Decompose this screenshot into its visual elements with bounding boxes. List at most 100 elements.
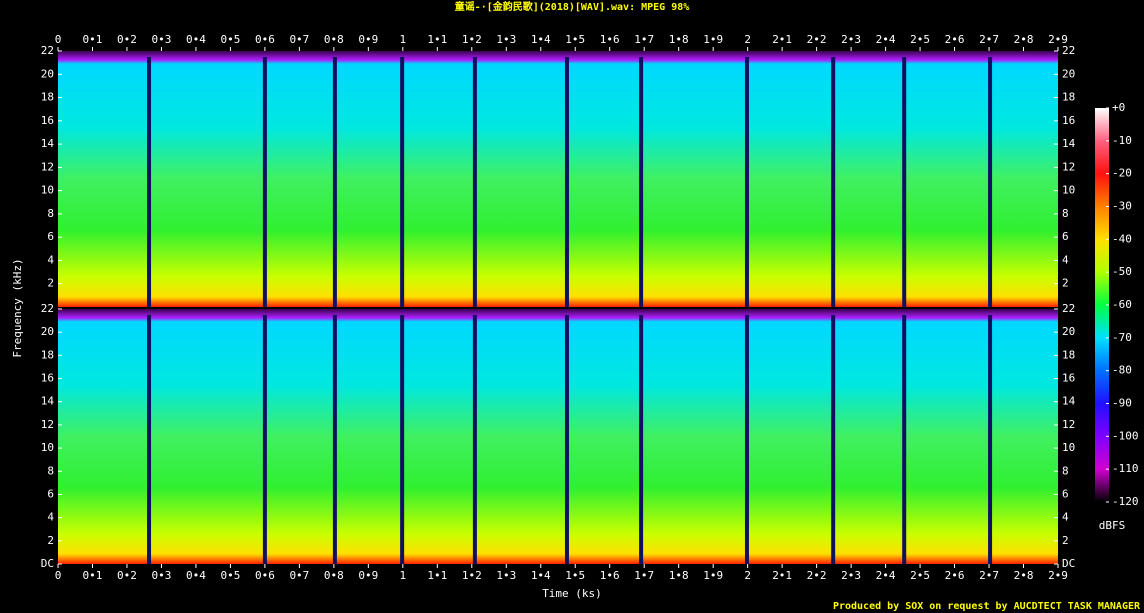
- x-tick-label: 1•1: [427, 569, 447, 582]
- colorbar-label: dBFS: [1099, 519, 1126, 532]
- y-tick-label: 22: [41, 44, 54, 57]
- y-tick-label: 4: [1062, 511, 1069, 524]
- colorbar-tick-label: -60: [1112, 298, 1132, 311]
- x-tick-label: 1•8: [669, 33, 689, 46]
- colorbar-tick-label: -30: [1112, 200, 1132, 213]
- x-tick-label: 0: [55, 33, 62, 46]
- y-tick-label: 18: [41, 91, 54, 104]
- y-tick-label: 22: [1062, 44, 1075, 57]
- x-tick-label: 1•6: [600, 33, 620, 46]
- y-axis-label: Frequency (kHz): [11, 258, 24, 357]
- x-tick-label: 0•6: [255, 33, 275, 46]
- x-tick-label: 1•3: [496, 569, 516, 582]
- y-tick-label: 16: [41, 114, 54, 127]
- colorbar-tick-label: -90: [1112, 397, 1132, 410]
- x-tick-label: 2•9: [1048, 569, 1068, 582]
- x-tick-label: 0: [55, 569, 62, 582]
- x-tick-label: 0•5: [220, 33, 240, 46]
- track-gap: [639, 57, 644, 307]
- x-tick-label: 2•3: [841, 569, 861, 582]
- x-tick-label: 0•4: [186, 569, 206, 582]
- y-tick-label: 2: [1062, 277, 1069, 290]
- colorbar-tick-label: -80: [1112, 364, 1132, 377]
- footer: Produced by SOX on request by AUCDTECT T…: [833, 601, 1141, 612]
- y-tick-label: 14: [1062, 137, 1076, 150]
- x-tick-label: 1•1: [427, 33, 447, 46]
- x-tick-label: 1•2: [462, 569, 482, 582]
- track-gap: [564, 57, 569, 307]
- x-tick-label: 2: [744, 569, 751, 582]
- y-tick-label: 6: [47, 230, 54, 243]
- track-gap: [564, 315, 569, 564]
- x-tick-label: 0•5: [220, 569, 240, 582]
- colorbar-tick-label: -20: [1112, 167, 1132, 180]
- track-gap: [902, 57, 907, 307]
- y-tick-label: 12: [41, 160, 54, 173]
- y-tick-label: 2: [47, 534, 54, 547]
- y-tick-label: 6: [47, 487, 54, 500]
- track-gap: [639, 315, 644, 564]
- y-tick-label: 14: [1062, 395, 1076, 408]
- chart-title: 童谣-·[金韵民歌](2018)[WAV].wav: MPEG 98%: [455, 0, 690, 13]
- x-tick-label: 0•8: [324, 569, 344, 582]
- colorbar-tick-label: -40: [1112, 232, 1132, 245]
- y-tick-label: 12: [1062, 418, 1075, 431]
- x-tick-label: 1•5: [565, 569, 585, 582]
- track-gap: [262, 57, 267, 307]
- y-tick-label: 10: [41, 184, 54, 197]
- x-tick-label: 0•2: [117, 33, 137, 46]
- track-gap: [147, 57, 152, 307]
- colorbar-tick-label: -70: [1112, 331, 1132, 344]
- y-tick-label: 8: [47, 207, 54, 220]
- y-tick-label: 18: [41, 348, 54, 361]
- track-gap: [744, 57, 749, 307]
- x-tick-label: 1•9: [703, 33, 723, 46]
- x-tick-label: 1•9: [703, 569, 723, 582]
- x-tick-label: 2•4: [876, 569, 896, 582]
- x-tick-label: 1•4: [531, 33, 551, 46]
- y-tick-label: 8: [1062, 207, 1069, 220]
- y-tick-label: 6: [1062, 487, 1069, 500]
- x-tick-label: 1•7: [634, 33, 654, 46]
- y-tick-label: 14: [41, 395, 55, 408]
- y-tick-label: 16: [1062, 372, 1075, 385]
- x-tick-label: 0•7: [289, 33, 309, 46]
- colorbar-tick-label: -50: [1112, 265, 1132, 278]
- y-tick-label: 16: [1062, 114, 1075, 127]
- y-tick-label: 10: [1062, 441, 1075, 454]
- y-tick-label: 18: [1062, 91, 1075, 104]
- x-tick-label: 2•4: [876, 33, 896, 46]
- y-tick-label: 12: [41, 418, 54, 431]
- x-tick-label: 1•2: [462, 33, 482, 46]
- y-tick-label: 4: [47, 511, 54, 524]
- track-gap: [332, 315, 337, 564]
- x-tick-label: 0•3: [152, 33, 172, 46]
- colorbar-tick-label: -100: [1112, 429, 1139, 442]
- x-tick-label: 2•6: [945, 33, 965, 46]
- y-tick-label: 6: [1062, 230, 1069, 243]
- x-tick-label: 2•8: [1014, 33, 1034, 46]
- x-tick-label: 2•7: [979, 569, 999, 582]
- x-tick-label: 2•5: [910, 33, 930, 46]
- x-tick-label: 0•4: [186, 33, 206, 46]
- track-gap: [831, 315, 836, 564]
- y-tick-label: 8: [1062, 464, 1069, 477]
- y-tick-label: 2: [1062, 534, 1069, 547]
- x-tick-label: 2•1: [772, 33, 792, 46]
- track-gap: [902, 315, 907, 564]
- track-gap: [472, 57, 477, 307]
- x-tick-label: 0•1: [83, 569, 103, 582]
- spectrogram-channel: [58, 309, 1058, 564]
- y-tick-label: DC: [1062, 557, 1075, 570]
- x-tick-label: 2•1: [772, 569, 792, 582]
- track-gap: [988, 315, 993, 564]
- x-tick-label: 0•2: [117, 569, 137, 582]
- x-tick-label: 1•5: [565, 33, 585, 46]
- y-tick-label: 12: [1062, 160, 1075, 173]
- track-gap: [988, 57, 993, 307]
- y-tick-label: 4: [1062, 253, 1069, 266]
- y-tick-label: 22: [1062, 302, 1075, 315]
- x-tick-label: 0•9: [358, 569, 378, 582]
- y-tick-label: 20: [41, 67, 54, 80]
